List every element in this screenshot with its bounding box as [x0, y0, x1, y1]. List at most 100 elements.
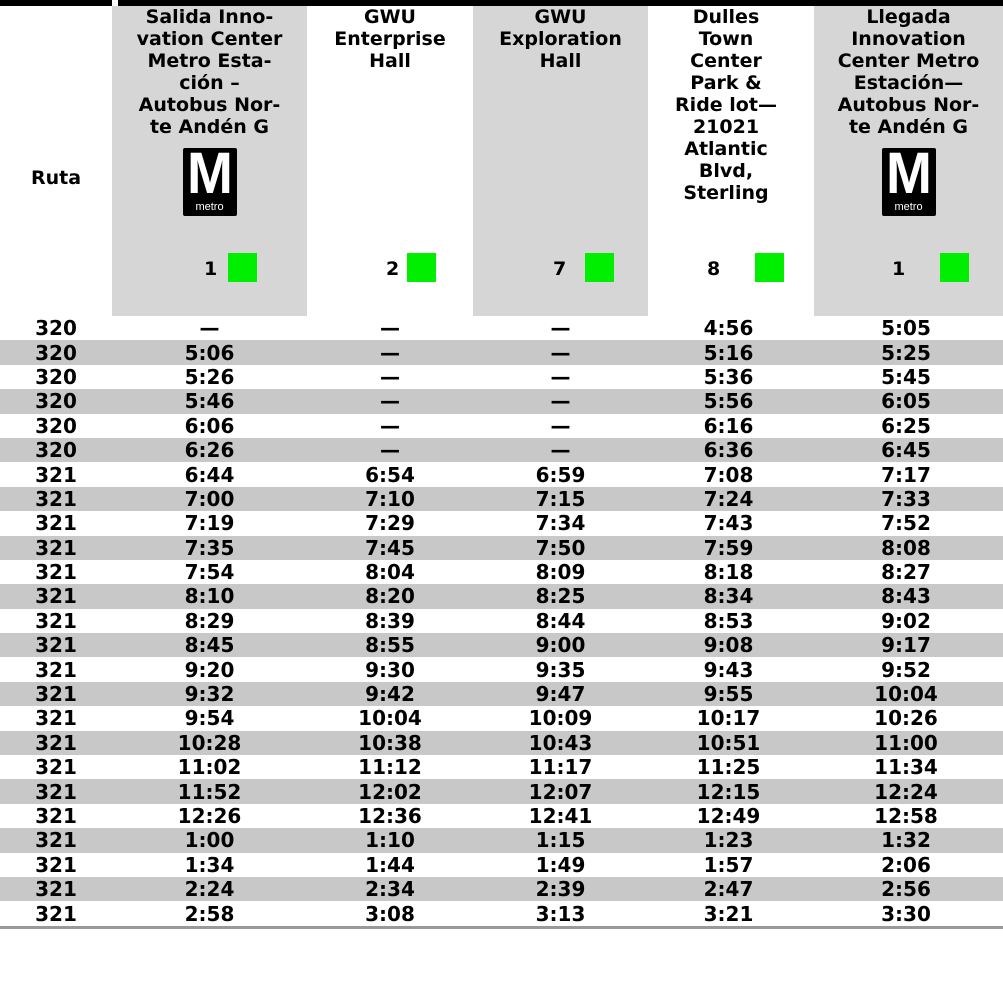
time-cell: 8:45: [112, 633, 307, 658]
stop-header-1-arrival: Llegada Innovation Center Metro Estación…: [804, 6, 1003, 316]
time-cell: —: [550, 316, 571, 341]
timepoint-number: 7: [553, 258, 567, 280]
timepoint-number: 1: [204, 258, 218, 280]
table-row: 320 5:06— —5:16 5:25: [0, 340, 1003, 365]
stop-header-7: GWU Exploration Hall 7: [473, 6, 648, 316]
time-cell: 9:00: [473, 633, 648, 658]
time-cell: 9:52: [881, 657, 931, 682]
time-cell: 4:56: [703, 316, 754, 341]
time-cell: 2:47: [648, 876, 809, 902]
time-cell: 1:49: [535, 852, 586, 877]
time-cell: 2:56: [809, 876, 1003, 902]
table-row: 321 1:00 1:10 1:15 1:23 1:32: [0, 828, 1003, 853]
time-cell: —: [380, 364, 400, 389]
time-cell: 3:21: [648, 901, 809, 929]
table-row: 321 11:52 12:02 12:07 12:15 12:24: [0, 779, 1003, 804]
time-cell: 6:45: [809, 437, 1003, 463]
time-cell: 1:34: [184, 852, 235, 877]
table-row: 321 9:54 10:04 10:09 10:17 10:26: [0, 706, 1003, 730]
table-row: 321 9:20 9:30 9:35 9:43 9:52: [0, 657, 1003, 682]
time-cell: —: [380, 413, 400, 438]
time-cell: 7:24: [648, 486, 809, 512]
time-cell: 9:17: [809, 633, 1003, 658]
time-cell: 10:38: [307, 730, 473, 756]
route-cell: 321: [35, 755, 77, 780]
time-cell: 11:12: [358, 755, 422, 780]
time-cell: 12:02: [307, 779, 473, 804]
time-cell: 9:08: [648, 633, 809, 658]
stop-name: Llegada Innovation Center Metro Estación…: [837, 6, 980, 138]
route-cell: 320: [0, 437, 112, 463]
top-rule-notch: [112, 0, 118, 6]
time-cell: 5:56: [648, 389, 809, 414]
time-cell: 6:05: [809, 389, 1003, 414]
stop-header-1: Salida Inno- vation Center Metro Esta- c…: [112, 6, 307, 316]
time-cell: 10:26: [874, 706, 938, 731]
time-cell: 5:25: [809, 340, 1003, 365]
route-cell: 321: [0, 681, 112, 707]
time-cell: —: [307, 437, 473, 463]
time-cell: 7:50: [473, 535, 648, 560]
time-cell: 7:54: [184, 560, 235, 585]
time-cell: 6:26: [112, 437, 307, 463]
time-cell: —: [550, 413, 571, 438]
time-cell: 1:32: [809, 828, 1003, 853]
schedule-table: Ruta Salida Inno- vation Center Metro Es…: [0, 6, 1003, 929]
route-cell: 320: [0, 340, 112, 365]
route-cell: 321: [35, 511, 77, 536]
time-cell: 2:39: [473, 876, 648, 902]
time-cell: 5:46: [112, 389, 307, 414]
time-cell: 7:00: [112, 486, 307, 512]
time-cell: 7:34: [535, 511, 586, 536]
time-cell: 7:45: [307, 535, 473, 560]
time-cell: 8:55: [307, 633, 473, 658]
stop-header-8: Dulles Town Center Park & Ride lot— 2102…: [648, 6, 809, 316]
time-cell: 10:09: [528, 706, 593, 731]
time-cell: 6:59: [535, 462, 586, 487]
time-cell: 5:36: [703, 364, 754, 389]
time-cell: —: [307, 389, 473, 414]
time-cell: 10:43: [473, 730, 648, 756]
route-cell: 321: [35, 706, 77, 731]
time-cell: 11:34: [874, 755, 938, 780]
time-cell: 1:44: [365, 852, 415, 877]
time-cell: 7:08: [703, 462, 754, 487]
route-header-label: Ruta: [30, 167, 82, 189]
table-row: 320 6:06 — — 6:16 6:25: [0, 414, 1003, 438]
time-cell: 2:06: [881, 852, 931, 877]
time-cell: 12:36: [358, 804, 422, 828]
green-square-icon: [407, 253, 436, 282]
timepoint-marker: 2: [307, 252, 473, 282]
table-row: 320 5:46— —5:56 6:05: [0, 389, 1003, 414]
table-row: 321 7:35 7:45 7:50 7:59 8:08: [0, 535, 1003, 560]
top-rule: [0, 0, 1003, 6]
route-cell: 321: [35, 560, 77, 585]
time-cell: 12:58: [874, 804, 938, 828]
time-cell: 8:27: [881, 560, 931, 585]
time-cell: 11:02: [177, 755, 242, 780]
time-cell: 10:51: [648, 730, 809, 756]
table-row: 321 10:28 10:38 10:43 10:51 11:00: [0, 730, 1003, 756]
route-cell: 321: [35, 608, 77, 633]
time-cell: 6:44: [184, 462, 235, 487]
time-cell: 8:20: [307, 584, 473, 609]
route-cell: 321: [35, 462, 77, 487]
header-row: Ruta Salida Inno- vation Center Metro Es…: [0, 6, 1003, 316]
time-cell: 12:15: [648, 779, 809, 804]
time-cell: 3:08: [307, 901, 473, 929]
time-cell: 10:17: [696, 706, 761, 731]
table-row: 321 7:19 7:29 7:34 7:43 7:52: [0, 511, 1003, 535]
time-cell: 10:04: [809, 681, 1003, 707]
timepoint-marker: 8: [648, 252, 804, 282]
time-cell: 7:15: [473, 486, 648, 512]
route-cell: 321: [35, 804, 77, 828]
time-cell: 9:02: [881, 608, 931, 633]
green-square-icon: [585, 253, 614, 282]
time-cell: 9:55: [648, 681, 809, 707]
table-row: 321 6:44 6:54 6:59 7:08 7:17: [0, 462, 1003, 487]
time-cell: 8:34: [648, 584, 809, 609]
route-cell: 321: [0, 633, 112, 658]
table-row: 321 2:58 3:08 3:13 3:21 3:30: [0, 901, 1003, 929]
time-cell: 11:52: [112, 779, 307, 804]
time-cell: 9:20: [184, 657, 235, 682]
